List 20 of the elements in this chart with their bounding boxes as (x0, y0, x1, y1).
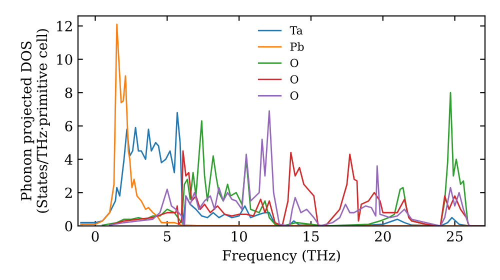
x-tick-label: 5 (164, 231, 171, 242)
x-tick-label: 0 (92, 231, 99, 242)
y-tick-label: 2 (65, 188, 72, 198)
x-tick-label: 15 (304, 231, 319, 242)
y-tick-label: 0 (65, 220, 72, 232)
y-tick-label: 10 (57, 54, 72, 65)
legend-label: Pb (290, 42, 304, 51)
legend-label: O (290, 75, 298, 84)
x-tick-label: 25 (446, 231, 463, 242)
y-axis-title: Phonon projected DOS (States/THz·primitive cell) (20, 29, 50, 213)
y-tick-label: 4 (64, 154, 72, 165)
legend-label: Ta (290, 26, 303, 35)
x-tick-label: 20 (374, 231, 391, 242)
y-tick-label: 8 (65, 88, 72, 98)
legend-label: O (290, 58, 298, 68)
x-axis-title: Frequency (THz) (222, 250, 340, 264)
legend-label: O (290, 91, 298, 100)
y-tick-label: 6 (65, 120, 72, 132)
x-tick-label: 10 (232, 231, 247, 242)
y-tick-label: 12 (57, 20, 72, 32)
